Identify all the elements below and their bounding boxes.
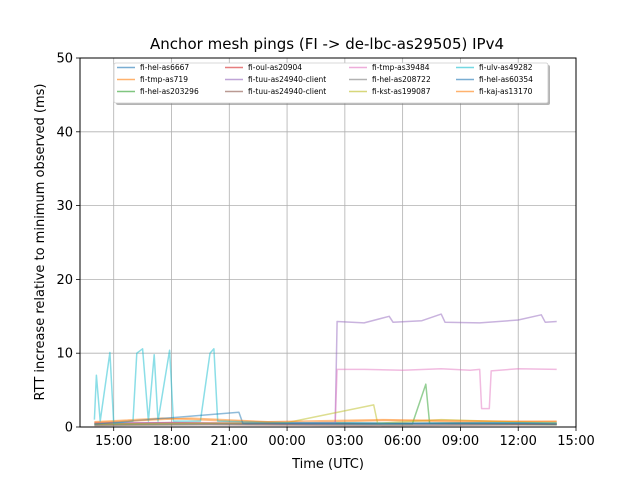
plot-frame: [79, 57, 577, 428]
legend-label-0: fi-hel-as6667: [140, 63, 189, 72]
x-tick-label: 12:00: [499, 434, 536, 449]
ticks-layer: 15:00 18:00 21:00 00:00 03:00 06:00 09:00 12:00…: [56, 52, 594, 450]
y-tick-label: 40: [56, 125, 73, 140]
legend-label-2: fi-hel-as203296: [140, 87, 199, 96]
grid-layer: [80, 57, 577, 428]
series-line-10: [94, 411, 557, 425]
x-tick-label: 15:00: [95, 434, 132, 449]
legend-label-3: fi-oul-as20904: [248, 63, 302, 72]
legend-label-1: fi-tmp-as719: [140, 75, 188, 84]
legend-label-4: fi-tuu-as24940-client: [248, 75, 326, 84]
legend-label-9: fi-ulv-as49282: [479, 63, 533, 72]
y-tick-label: 10: [56, 347, 73, 362]
legend-label-8: fi-kst-as199087: [372, 87, 431, 96]
legend-label-10: fi-hel-as60354: [479, 75, 533, 84]
x-tick-label: 18:00: [153, 434, 190, 449]
chart-title: Anchor mesh pings (FI -> de-lbc-as29505)…: [150, 35, 504, 53]
y-tick-label: 20: [56, 273, 73, 288]
x-tick-label: 00:00: [268, 434, 305, 449]
x-tick-label: 15:00: [557, 434, 594, 449]
x-tick-label: 21:00: [211, 434, 248, 449]
legend-label-5: fi-tuu-as24940-client: [248, 87, 326, 96]
x-tick-label: 09:00: [442, 434, 479, 449]
x-tick-label: 03:00: [326, 434, 363, 449]
series-line-4: [94, 313, 557, 425]
legend: fi-hel-as6667 fi-tmp-as719 fi-hel-as203296…: [113, 62, 550, 105]
y-axis-label: RTT increase relative to minimum observe…: [33, 84, 48, 401]
series-layer: [93, 313, 557, 427]
legend-box: [113, 62, 549, 104]
series-line-6: [94, 367, 557, 424]
series-line-11: [94, 417, 557, 424]
y-tick-label: 0: [65, 421, 73, 436]
x-axis-label: Time (UTC): [291, 457, 364, 472]
series-line-9: [93, 348, 557, 425]
legend-label-11: fi-kaj-as13170: [479, 87, 533, 96]
legend-label-6: fi-tmp-as39484: [372, 63, 430, 72]
legend-label-7: fi-hel-as208722: [372, 75, 431, 84]
y-tick-label: 30: [56, 199, 73, 214]
y-tick-label: 50: [56, 52, 73, 67]
x-tick-label: 06:00: [384, 434, 421, 449]
